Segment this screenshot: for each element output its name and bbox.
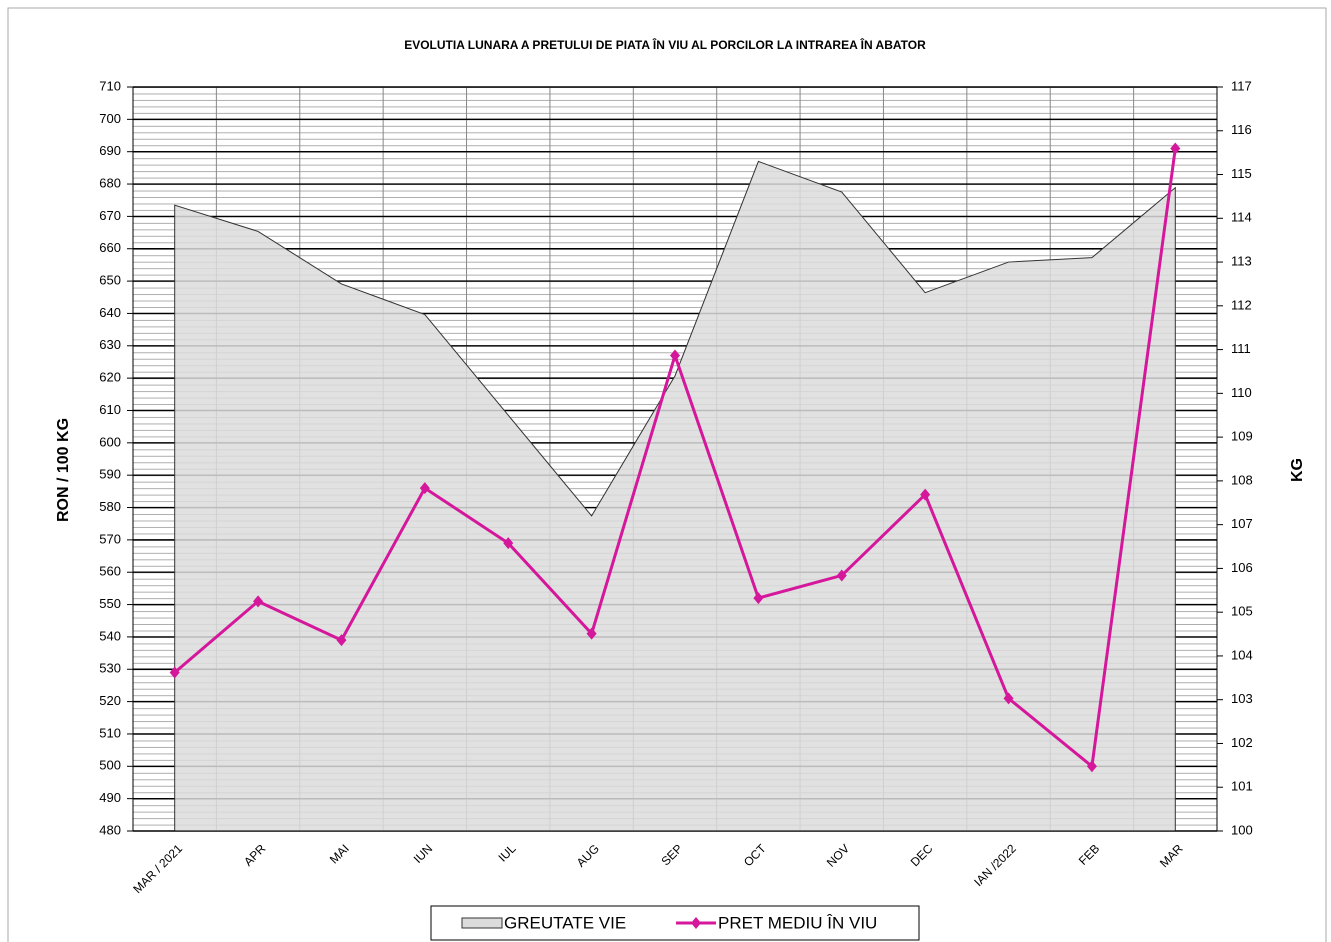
y-tick-label: 690 [99,143,121,158]
marker [836,569,847,582]
y-axis-label: RON / 100 KG [55,418,72,522]
area [174,160,1176,832]
y2-tick-label: 116 [1231,122,1252,137]
y2-tick-label: 105 [1231,604,1253,619]
x-tick-label: IUL [495,841,518,864]
frame [7,7,1327,942]
y-tick-label: 570 [99,531,121,546]
x-tick-label: IUN [411,841,436,866]
y-tick-label: 490 [99,790,121,805]
legend [430,905,920,941]
marker [586,627,597,640]
marker [169,666,180,679]
y-tick-label: 700 [99,111,121,126]
y2-tick-label: 113 [1231,253,1252,268]
y-tick-label: 540 [99,628,121,643]
x-tick-label: APR [241,841,269,869]
y2-tick-label: 115 [1231,166,1252,181]
y2-tick-label: 108 [1231,472,1253,487]
y2-tick-label: 110 [1231,385,1252,400]
y-tick-label: 550 [99,596,121,611]
y2-axis-label: KG [1289,458,1306,482]
y-tick-label: 630 [99,337,121,352]
marker [1170,142,1181,155]
y-tick-label: 660 [99,240,121,255]
legend-swatch [461,917,503,929]
x-tick-label: DEC [908,841,936,869]
y2-tick-label: 101 [1231,779,1253,794]
y-tick-label: 480 [99,822,121,837]
y2-tick-label: 104 [1231,647,1253,662]
y-tick-label: 670 [99,208,121,223]
y2-tick-label: 117 [1231,78,1252,93]
y-tick-label: 510 [99,725,121,740]
y-tick-label: 600 [99,434,121,449]
y2-tick-label: 112 [1231,297,1252,312]
y2-tick-label: 111 [1231,341,1251,356]
y-tick-label: 710 [99,78,121,93]
legend-label: PRET MEDIU ÎN VIU [718,913,877,932]
y-tick-label: 520 [99,693,121,708]
marker [1086,760,1097,773]
y2-tick-label: 102 [1231,735,1253,750]
marker [503,537,514,550]
y2-tick-label: 114 [1231,210,1252,225]
legend-marker [691,917,701,929]
chart-title: EVOLUTIA LUNARA A PRETULUI DE PIATA ÎN V… [404,37,926,52]
marker [336,634,347,647]
y-tick-label: 650 [99,273,121,288]
legend-label: GREUTATE VIE [504,913,626,932]
x-tick-label: FEB [1076,841,1102,867]
y-tick-label: 680 [99,175,121,190]
y-tick-label: 640 [99,305,121,320]
y-tick-label: 530 [99,661,121,676]
y-tick-label: 580 [99,499,121,514]
x-tick-label: SEP [658,841,685,868]
y-tick-label: 590 [99,467,121,482]
marker [419,482,430,495]
x-tick-label: AUG [574,841,602,869]
marker [920,488,931,501]
y-tick-label: 620 [99,370,121,385]
x-tick-label: MAR [1157,841,1186,870]
marker [753,592,764,605]
x-tick-label: NOV [824,841,852,869]
x-tick-label: MAI [327,841,352,866]
y-tick-label: 560 [99,564,121,579]
y-tick-label: 500 [99,758,121,773]
y2-tick-label: 109 [1231,429,1253,444]
y-tick-label: 610 [99,402,121,417]
marker [253,595,264,608]
y2-tick-label: 103 [1231,691,1253,706]
y2-tick-label: 107 [1231,516,1253,531]
y2-tick-label: 106 [1231,560,1253,575]
x-tick-label: OCT [741,841,769,869]
marker [670,349,680,362]
x-tick-label: MAR / 2021 [130,841,185,896]
y2-tick-label: 100 [1231,822,1253,837]
marker [1003,692,1014,705]
x-tick-label: IAN /2022 [971,841,1019,889]
